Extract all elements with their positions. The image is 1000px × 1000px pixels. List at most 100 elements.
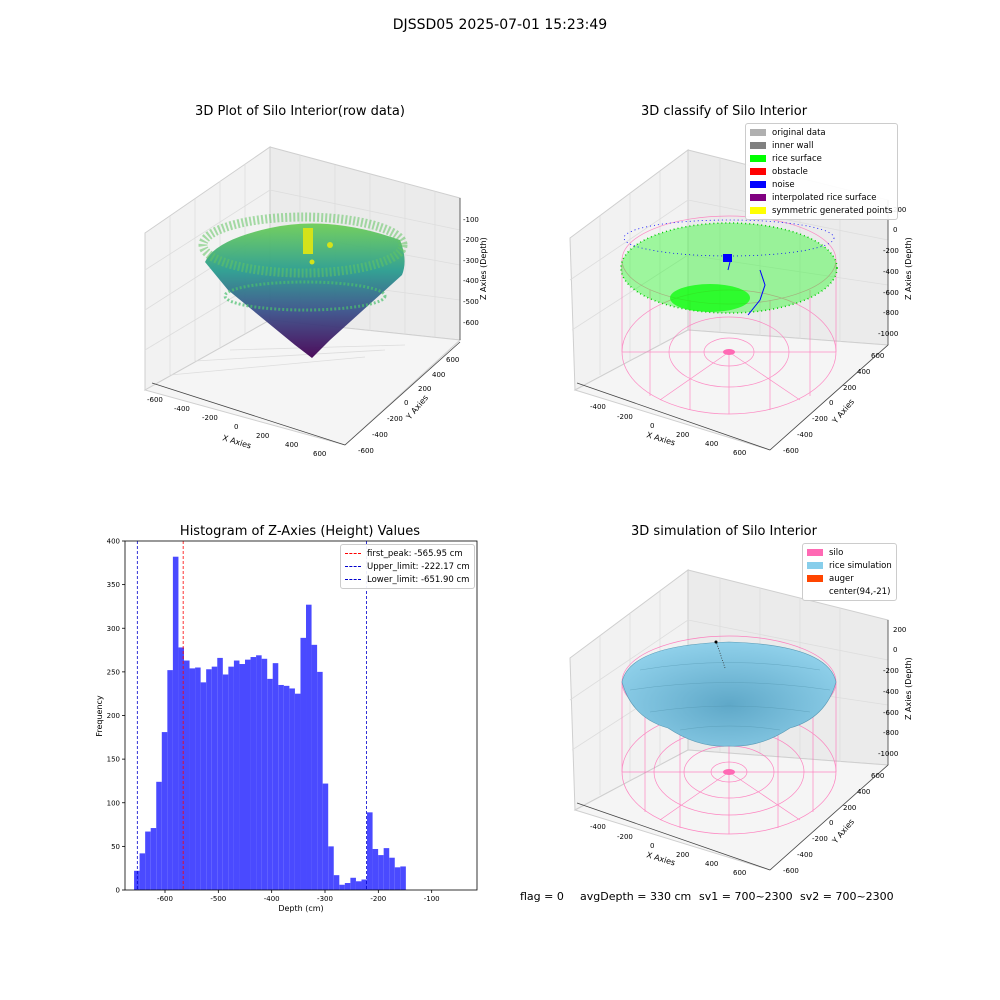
- histogram-bars: [134, 556, 406, 891]
- svg-text:400: 400: [285, 441, 298, 449]
- raw-depth-surface: [205, 223, 405, 358]
- y-tick-label: 200: [107, 712, 120, 720]
- svg-text:600: 600: [733, 869, 746, 877]
- histogram-bar: [306, 604, 312, 890]
- svg-text:-800: -800: [883, 729, 899, 737]
- legend-item: rice surface: [750, 152, 893, 165]
- svg-text:200: 200: [418, 385, 431, 393]
- z-axis-label: Z Axies (Depth): [904, 657, 913, 720]
- svg-text:600: 600: [871, 772, 884, 780]
- svg-text:0: 0: [404, 399, 408, 407]
- legend-item: silo: [807, 546, 892, 559]
- raw-yellow-column: [303, 228, 313, 254]
- z-tick-labels: 200 0 -200 -400 -600 -800 -1000: [878, 626, 906, 758]
- x-tick-label: -100: [424, 895, 440, 903]
- legend-item: Upper_limit: -222.17 cm: [345, 560, 470, 573]
- histogram-y-label: Frequency: [95, 695, 104, 737]
- status-sv2: sv2 = 700~2300: [800, 890, 894, 903]
- histogram-bar: [145, 831, 151, 890]
- svg-text:0: 0: [893, 646, 897, 654]
- raw-mid-ring: [223, 280, 387, 312]
- svg-text:200: 200: [676, 851, 689, 859]
- svg-text:-200: -200: [617, 833, 633, 841]
- y-axis-label: Y Axies: [404, 393, 430, 422]
- rice-simulation-surface: [621, 641, 837, 747]
- x-tick-labels: -400 -200 0 200 400 600: [590, 823, 746, 877]
- svg-text:-200: -200: [463, 236, 479, 244]
- svg-text:400: 400: [857, 788, 870, 796]
- svg-text:-600: -600: [358, 447, 374, 455]
- histogram-bar: [183, 660, 190, 890]
- histogram-bar: [233, 660, 240, 890]
- svg-text:-200: -200: [883, 667, 899, 675]
- y-ticks: 0 50 100 150 200 250 300 350 400: [107, 538, 125, 895]
- histogram-bar: [278, 684, 284, 890]
- histogram-bar: [350, 877, 356, 890]
- y-tick-label: 0: [116, 887, 120, 895]
- histogram-bar: [134, 870, 140, 890]
- histogram-bar: [322, 783, 329, 890]
- histogram-chart: -600 -500 -400 -300 -200 -100 0 50 100 150 200 250…: [95, 538, 478, 913]
- svg-text:-400: -400: [883, 268, 899, 276]
- histogram-bar: [256, 655, 262, 890]
- svg-text:600: 600: [733, 449, 746, 457]
- legend-item: noise: [750, 178, 893, 191]
- simulation-legend: silo rice simulation auger center(94,-21…: [802, 543, 897, 601]
- histogram-bar: [228, 666, 234, 890]
- histogram-bar: [389, 857, 395, 890]
- svg-text:-600: -600: [147, 396, 163, 404]
- x-tick-labels: -600 -400 -200 0 200 400 600: [147, 396, 326, 458]
- svg-text:200: 200: [256, 432, 269, 440]
- svg-text:-200: -200: [812, 415, 828, 423]
- x-tick-labels: -400 -200 0 200 400 600: [590, 403, 746, 457]
- svg-text:200: 200: [843, 384, 856, 392]
- histogram-bar: [300, 637, 307, 890]
- histogram-bar: [272, 663, 279, 890]
- histogram-legend: first_peak: -565.95 cm Upper_limit: -222…: [340, 544, 475, 589]
- histogram-bar: [200, 682, 207, 890]
- svg-text:0: 0: [650, 842, 654, 850]
- svg-text:-200: -200: [202, 414, 218, 422]
- rice-surface-grid: [620, 222, 838, 314]
- svg-text:0: 0: [234, 423, 238, 431]
- y-axis-line: [344, 341, 461, 446]
- legend-item: auger: [807, 572, 892, 585]
- rice-mesh-lines: [629, 662, 831, 731]
- histogram-bar: [139, 853, 146, 890]
- legend-item: symmetric generated points: [750, 204, 893, 217]
- y-tick-label: 400: [107, 538, 120, 546]
- svg-text:-200: -200: [883, 247, 899, 255]
- classify-legend: original data inner wall rice surface ob…: [745, 123, 898, 220]
- histogram-bar: [211, 666, 218, 890]
- histogram-bar: [239, 664, 245, 890]
- svg-text:-200: -200: [812, 835, 828, 843]
- histogram-bar: [344, 883, 351, 890]
- panel-title-classify: 3D classify of Silo Interior: [640, 104, 808, 119]
- z-tick-labels: 200 0 -200 -400 -600 -800 -1000: [878, 206, 906, 338]
- histogram-bar: [372, 848, 379, 890]
- histogram-bar: [250, 657, 257, 890]
- svg-text:-200: -200: [617, 413, 633, 421]
- svg-text:-1000: -1000: [878, 330, 898, 338]
- y-tick-labels: -600 -400 -200 0 200 400 600: [783, 352, 884, 455]
- histogram-bar: [261, 658, 268, 890]
- svg-text:400: 400: [705, 440, 718, 448]
- y-axis-line: [769, 344, 889, 451]
- histogram-bar: [328, 846, 334, 891]
- svg-text:-400: -400: [174, 405, 190, 413]
- svg-text:-300: -300: [463, 257, 479, 265]
- svg-text:-600: -600: [883, 289, 899, 297]
- svg-text:-400: -400: [797, 851, 813, 859]
- svg-text:-400: -400: [883, 688, 899, 696]
- y-tick-label: 250: [107, 668, 120, 676]
- z-axis-label: Z Axies (Depth): [479, 237, 488, 300]
- legend-item: interpolated rice surface: [750, 191, 893, 204]
- histogram-bar: [167, 670, 173, 890]
- svg-text:-400: -400: [797, 431, 813, 439]
- svg-text:-100: -100: [463, 216, 479, 224]
- histogram-bar: [267, 678, 273, 890]
- histogram-bar: [150, 828, 157, 890]
- histogram-bar: [195, 667, 201, 890]
- svg-text:-600: -600: [463, 319, 479, 327]
- z-tick-labels: -100 -200 -300 -400 -500 -600: [463, 216, 479, 327]
